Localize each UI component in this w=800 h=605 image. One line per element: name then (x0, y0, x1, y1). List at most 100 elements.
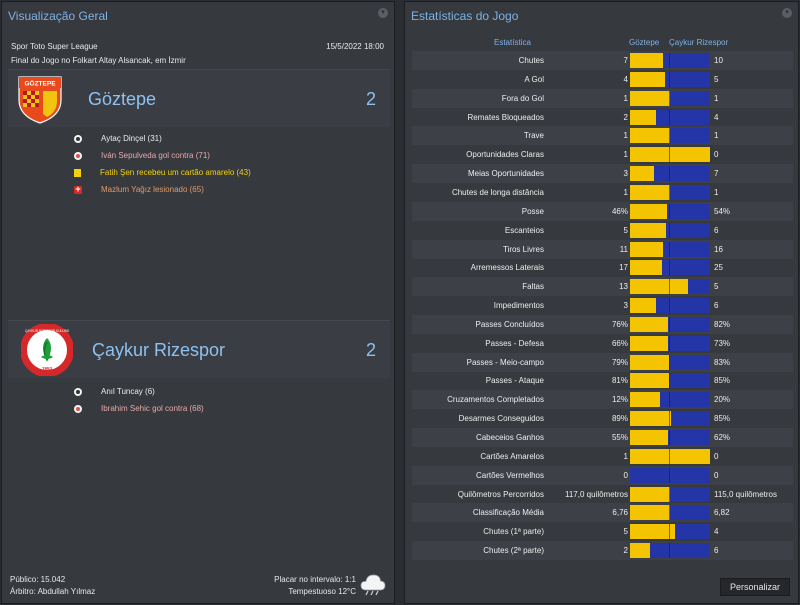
home-share-fill (630, 260, 662, 276)
injury-cross-icon (74, 184, 82, 194)
stat-row: Posse 46% 54% (412, 201, 793, 221)
home-column-header[interactable]: Göztepe (629, 38, 660, 47)
event-text[interactable]: Mazlum Yağız lesionado (65) (101, 185, 204, 194)
match-footer-right: Placar no intervalo: 1:1 Tempestuoso 12°… (274, 574, 356, 598)
home-share-fill (630, 354, 670, 370)
away-value: 0 (714, 451, 719, 461)
stat-column-header[interactable]: Estatística (494, 38, 531, 47)
bar-midline (669, 373, 670, 389)
rizespor-crest[interactable]: 1953 ÇAYKUR RİZESPOR KULÜBÜ (20, 323, 74, 378)
stat-row: Escanteios 5 6 (412, 221, 793, 240)
home-share-fill (630, 184, 670, 200)
stat-label: Posse (521, 206, 544, 216)
home-value: 1 (623, 93, 628, 103)
home-value: 4 (623, 74, 628, 84)
stat-comparison-bar (630, 505, 710, 521)
event-text[interactable]: Ibrahim Sehic gol contra (68) (101, 404, 204, 413)
home-share-fill (630, 316, 669, 332)
customize-button[interactable]: Personalizar (720, 578, 790, 596)
bar-midline (669, 298, 670, 314)
stat-comparison-bar (630, 316, 710, 332)
away-team-band: 1953 ÇAYKUR RİZESPOR KULÜBÜ Çaykur Rizes… (8, 321, 390, 378)
home-team-name[interactable]: Göztepe (88, 89, 157, 109)
goal-ball-icon (74, 134, 82, 143)
stat-label: Classificação Média (472, 508, 544, 518)
away-value: 85% (714, 414, 731, 424)
stat-row: Cabeceios Ganhos 55% 62% (412, 428, 793, 447)
weather-text: Tempestuoso 12°C (288, 587, 356, 596)
home-share-fill (630, 71, 666, 87)
stat-comparison-bar (630, 524, 710, 540)
stat-comparison-bar (630, 298, 710, 314)
home-value: 46% (611, 206, 628, 216)
away-value: 4 (714, 112, 719, 122)
away-team-score: 2 (365, 340, 376, 360)
bar-midline (669, 279, 670, 295)
stat-label: Chutes (2ª parte) (483, 546, 544, 556)
stat-comparison-bar (630, 147, 710, 163)
home-share-fill (630, 411, 671, 427)
away-value: 7 (714, 169, 719, 179)
stat-row: Passes - Meio-campo 79% 83% (412, 352, 793, 372)
home-value: 3 (623, 301, 628, 311)
stat-comparison-bar (630, 448, 710, 464)
stat-row: Passes Concluídos 76% 82% (412, 314, 793, 334)
stat-label: Passes - Defesa (485, 338, 544, 348)
own-goal-ball-icon (74, 404, 82, 413)
home-value: 13 (619, 282, 628, 292)
stat-comparison-bar (630, 109, 710, 125)
away-team-name[interactable]: Çaykur Rizespor (92, 340, 226, 360)
home-share-fill (630, 222, 666, 238)
overview-panel: Visualização Geral ▾ Spor Toto Super Lea… (1, 1, 395, 604)
stat-label: Cartões Amarelos (480, 451, 544, 461)
home-share-fill (630, 335, 668, 351)
away-value: 6 (714, 301, 719, 311)
stat-row: Passes - Defesa 66% 73% (412, 334, 793, 353)
away-value: 54% (714, 206, 731, 216)
bar-midline (669, 505, 670, 521)
stat-row: Desarmes Conseguidos 89% 85% (412, 409, 793, 428)
event-text[interactable]: Iván Sepulveda gol contra (71) (101, 151, 210, 160)
home-share-fill (630, 524, 675, 540)
collapse-stats-button[interactable]: ▾ (782, 8, 792, 18)
bar-midline (669, 335, 670, 351)
stat-comparison-bar (630, 335, 710, 351)
away-column-header[interactable]: Çaykur Rizespor (669, 38, 729, 47)
stat-label: Cartões Vermelhos (475, 470, 544, 480)
stat-comparison-bar (630, 411, 710, 427)
stat-label: Faltas (522, 282, 544, 292)
home-value: 2 (623, 546, 628, 556)
overview-title: Visualização Geral (8, 9, 108, 23)
away-value: 5 (714, 282, 719, 292)
home-value: 3 (623, 169, 628, 179)
bar-midline (669, 147, 670, 163)
stats-title: Estatísticas do Jogo (411, 9, 519, 23)
home-value: 5 (623, 527, 628, 537)
collapse-overview-button[interactable]: ▾ (378, 8, 388, 18)
bar-midline (669, 260, 670, 276)
referee[interactable]: Árbitro: Abdullah Yılmaz (10, 587, 96, 596)
goal-ball-icon (74, 387, 82, 396)
away-value: 115,0 quilômetros (714, 489, 777, 499)
stat-row: Chutes de longa distância 1 1 (412, 183, 793, 202)
stat-label: Desarmes Conseguidos (458, 414, 544, 424)
bar-midline (669, 90, 670, 106)
stat-comparison-bar (630, 222, 710, 238)
stat-comparison-bar (630, 241, 710, 257)
bar-midline (669, 392, 670, 408)
bar-midline (669, 53, 670, 68)
event-text[interactable]: Aytaç Dinçel (31) (101, 134, 162, 143)
home-value: 81% (611, 376, 628, 386)
bar-midline (669, 411, 670, 427)
stat-row: Cartões Vermelhos 0 0 (412, 465, 793, 485)
stat-comparison-bar (630, 128, 710, 144)
competition-name: Spor Toto Super League (11, 42, 98, 51)
goztepe-crest[interactable]: GÖZTEPE (17, 74, 63, 126)
event-text[interactable]: Fatih Şen recebeu um cartão amarelo (43) (100, 168, 251, 177)
home-value: 55% (611, 433, 628, 442)
away-value: 1 (714, 131, 719, 141)
home-value: 1 (623, 451, 628, 461)
event-text[interactable]: Anıl Tuncay (6) (101, 387, 155, 396)
home-share-fill (630, 505, 670, 521)
stat-label: Cruzamentos Completados (447, 395, 544, 405)
